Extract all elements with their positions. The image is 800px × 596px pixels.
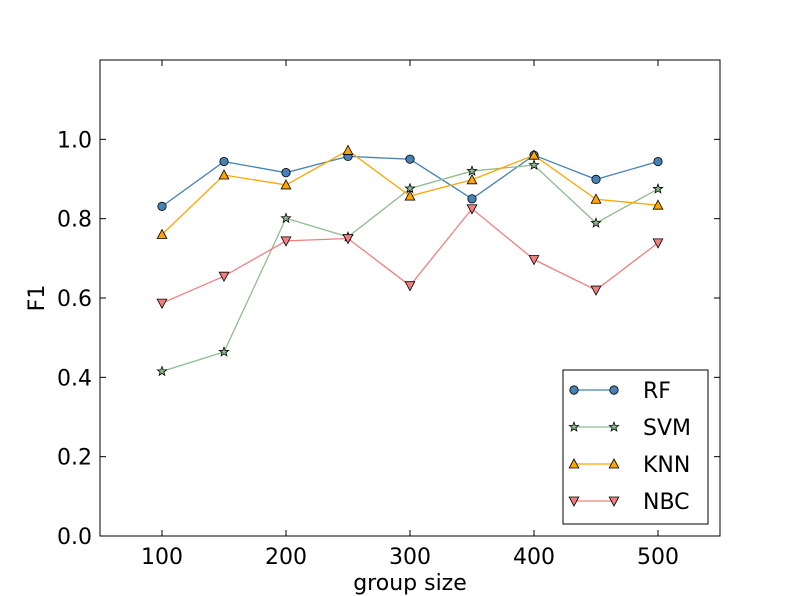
- data-point-knn: [652, 199, 664, 210]
- data-point-nbc: [652, 238, 664, 249]
- y-tick-label: 0.8: [57, 208, 92, 233]
- legend-marker: [568, 421, 580, 432]
- ticks-layer: 100 200 300 400 500 0.0 0.2 0.4 0.6 0.8 1.0: [57, 60, 720, 570]
- data-point-rf: [467, 194, 477, 204]
- data-point-nbc: [156, 298, 168, 310]
- legend-marker: [568, 496, 580, 507]
- data-point-knn: [404, 190, 416, 201]
- data-point-svm: [652, 182, 664, 194]
- legend-item-knn: KNN: [568, 453, 690, 478]
- legend-label: KNN: [643, 453, 690, 478]
- legend-marker: [609, 385, 619, 395]
- x-tick-label: 200: [265, 545, 307, 570]
- legend-marker: [568, 458, 580, 469]
- data-point-nbc: [404, 281, 416, 292]
- series-knn: [156, 144, 664, 239]
- data-point-knn: [590, 193, 602, 204]
- data-point-knn: [218, 169, 230, 180]
- legend-item-rf: RF: [569, 379, 671, 404]
- y-tick-label: 0.4: [57, 366, 92, 391]
- data-point-svm: [590, 217, 602, 228]
- data-point-rf: [405, 154, 415, 164]
- data-point-rf: [591, 174, 601, 184]
- series-rf: [157, 150, 663, 211]
- x-tick-label: 400: [513, 545, 555, 570]
- data-point-nbc: [218, 271, 230, 283]
- data-point-svm: [528, 159, 540, 170]
- data-point-knn: [280, 179, 292, 190]
- data-point-nbc: [590, 285, 602, 296]
- data-point-nbc: [528, 255, 540, 266]
- legend-label: RF: [643, 379, 671, 404]
- x-tick-label: 300: [389, 545, 431, 570]
- y-tick-label: 0.2: [57, 446, 92, 471]
- x-tick-label: 100: [141, 545, 183, 570]
- data-point-rf: [157, 201, 167, 211]
- data-point-svm: [280, 212, 292, 224]
- legend-marker: [608, 458, 620, 469]
- y-tick-label: 0.6: [57, 287, 92, 312]
- data-point-rf: [219, 156, 229, 167]
- x-tick-label: 500: [637, 545, 679, 570]
- data-point-svm: [218, 346, 230, 357]
- data-point-knn: [528, 149, 540, 160]
- data-point-rf: [653, 156, 663, 167]
- legend-label: NBC: [643, 490, 690, 515]
- legend-marker: [569, 385, 579, 395]
- legend: RF SVM KNN NBC: [562, 369, 709, 525]
- legend-item-nbc: NBC: [568, 490, 690, 515]
- data-point-svm: [466, 165, 478, 176]
- legend-marker: [608, 421, 620, 432]
- legend-label: SVM: [643, 416, 691, 441]
- data-point-rf: [281, 168, 291, 178]
- legend-marker: [608, 496, 620, 507]
- data-point-nbc: [342, 234, 354, 245]
- series-layer: [156, 144, 664, 377]
- series-nbc: [156, 204, 664, 310]
- legend-frame: [562, 369, 709, 525]
- data-point-knn: [342, 144, 354, 155]
- y-tick-label: 1.0: [57, 128, 92, 153]
- data-point-knn: [466, 173, 478, 185]
- y-tick-label: 0.0: [57, 525, 92, 550]
- data-point-knn: [156, 228, 168, 239]
- data-point-svm: [156, 365, 168, 377]
- y-axis-label: F1: [25, 285, 50, 312]
- data-point-nbc: [280, 236, 292, 247]
- x-axis-label: group size: [353, 571, 467, 596]
- legend-item-svm: SVM: [568, 416, 691, 441]
- data-point-nbc: [466, 204, 478, 215]
